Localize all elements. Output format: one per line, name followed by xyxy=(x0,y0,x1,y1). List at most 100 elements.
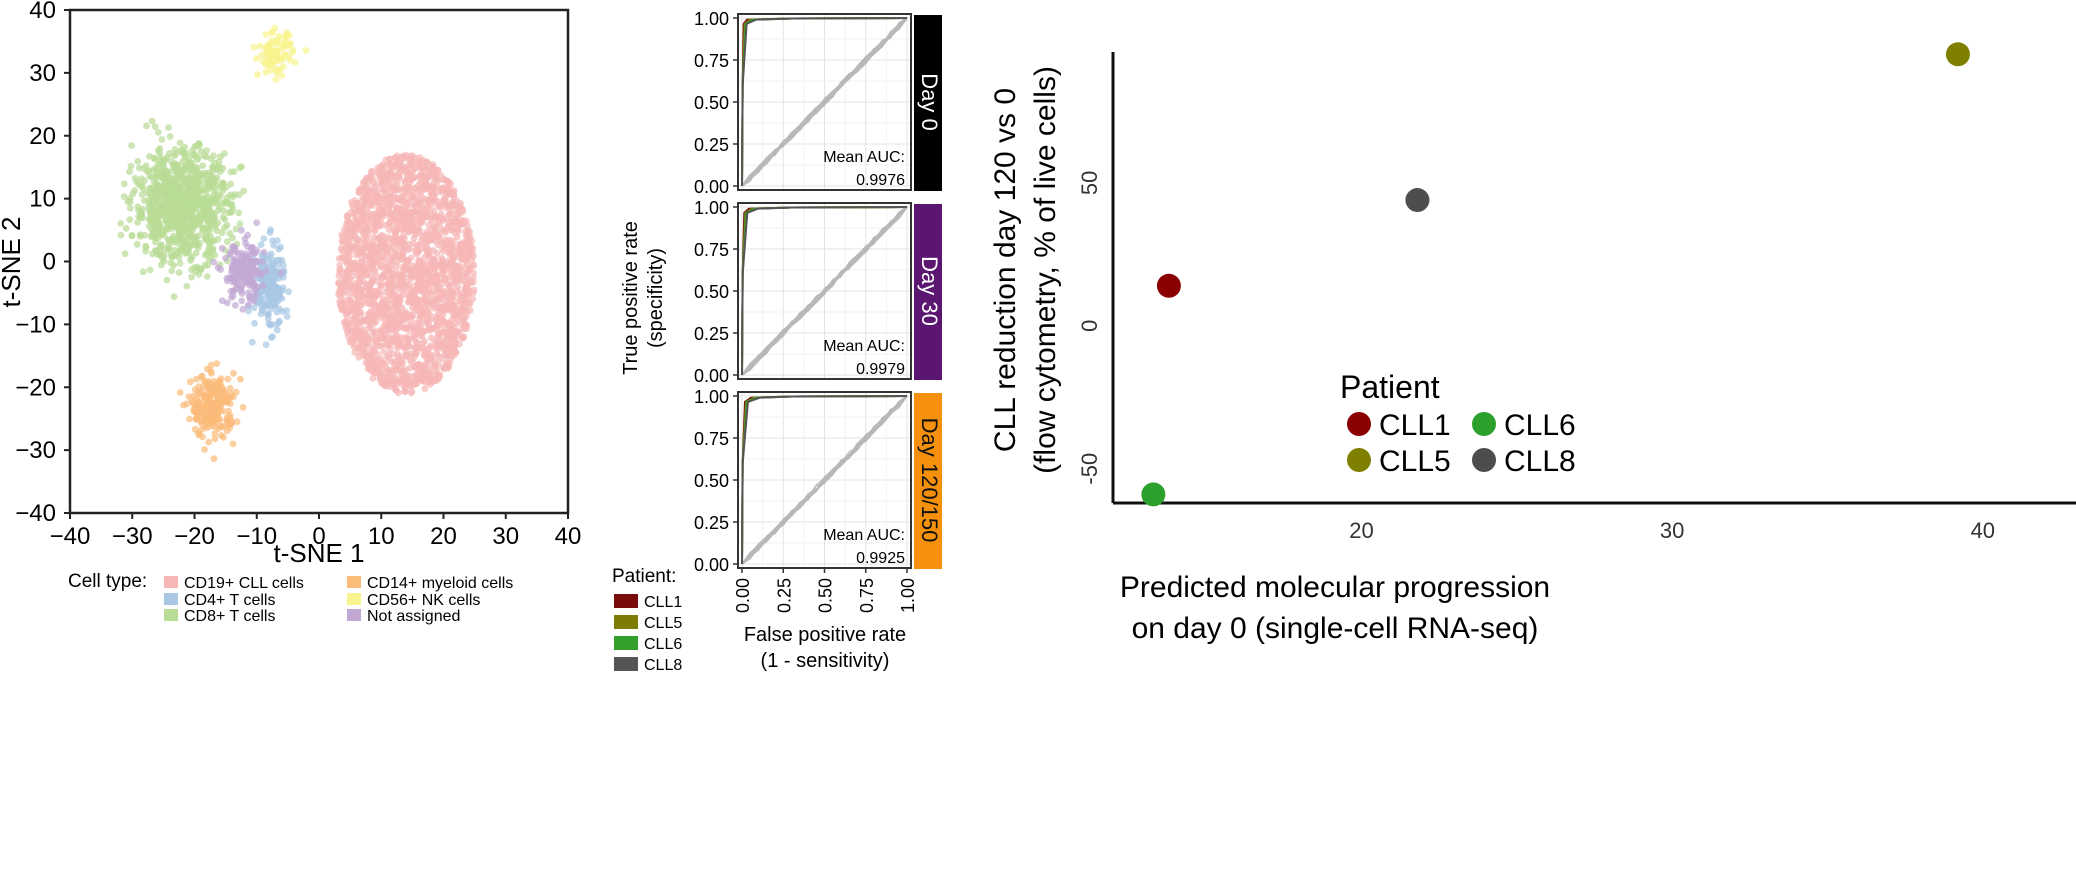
tsne-point xyxy=(266,66,274,74)
tsne-point xyxy=(371,226,378,234)
roc-auc-value: 0.9925 xyxy=(856,550,905,567)
tsne-frame xyxy=(68,8,570,515)
tsne-point xyxy=(209,167,217,175)
tsne-point xyxy=(464,250,472,258)
tsne-point xyxy=(215,381,223,389)
roc-x-tick-label: 0.50 xyxy=(816,578,836,613)
tsne-point xyxy=(386,209,394,217)
tsne-point xyxy=(395,294,403,302)
tsne-point xyxy=(152,207,159,215)
tsne-point xyxy=(221,216,229,223)
tsne-point xyxy=(374,273,381,281)
tsne-point xyxy=(154,129,162,136)
roc-auc-label: Mean AUC: xyxy=(823,149,905,166)
tsne-legend-label: CD14+ myeloid cells xyxy=(367,575,513,592)
tsne-point xyxy=(379,186,387,193)
tsne-point xyxy=(166,205,173,213)
tsne-point xyxy=(266,40,274,48)
tsne-point xyxy=(152,238,159,246)
tsne-point xyxy=(229,440,237,448)
roc-strip-label: Day 120/150 xyxy=(917,418,942,543)
tsne-point xyxy=(372,197,380,205)
tsne-point xyxy=(176,139,184,147)
progression-point-cll5 xyxy=(1945,42,1970,67)
tsne-point xyxy=(253,219,261,227)
tsne-point xyxy=(406,240,413,248)
tsne-point xyxy=(453,315,461,323)
tsne-legend-swatch xyxy=(347,576,361,588)
tsne-points xyxy=(117,24,478,463)
tsne-point xyxy=(233,418,241,426)
tsne-point xyxy=(344,332,352,340)
progression-point-cll1 xyxy=(1156,273,1181,298)
tsne-point xyxy=(409,152,416,160)
progression-legend-label: CLL5 xyxy=(1379,445,1451,478)
tsne-point xyxy=(381,221,389,229)
tsne-point xyxy=(250,304,258,312)
tsne-point xyxy=(408,299,416,306)
tsne-point xyxy=(368,167,376,175)
roc-random-curve xyxy=(741,17,908,187)
progression-y-tick-label: -50 xyxy=(1077,453,1102,485)
tsne-point xyxy=(416,257,424,264)
tsne-point xyxy=(411,307,419,314)
roc-y-tick-label: 1.00 xyxy=(694,198,729,218)
tsne-point xyxy=(179,201,187,209)
tsne-point xyxy=(391,249,399,257)
tsne-point xyxy=(211,251,219,259)
tsne-point xyxy=(436,303,444,311)
tsne-point xyxy=(188,273,196,281)
tsne-point xyxy=(393,224,401,232)
tsne-point xyxy=(400,186,408,194)
tsne-point xyxy=(126,168,133,176)
tsne-point xyxy=(170,217,178,224)
tsne-point xyxy=(404,256,412,264)
tsne-point xyxy=(186,196,193,204)
tsne-point xyxy=(230,272,238,280)
tsne-point xyxy=(200,383,207,391)
tsne-point xyxy=(353,251,360,259)
tsne-point xyxy=(374,181,382,189)
tsne-point xyxy=(181,217,189,224)
tsne-point xyxy=(286,56,294,64)
tsne-x-tick-label: 30 xyxy=(492,523,519,550)
tsne-point xyxy=(420,275,428,282)
tsne-point xyxy=(176,389,184,396)
tsne-point xyxy=(175,269,183,276)
tsne-cluster-cd8-t-cells xyxy=(117,117,248,301)
tsne-point xyxy=(374,167,382,175)
tsne-point xyxy=(438,186,446,194)
tsne-point xyxy=(149,193,157,201)
tsne-point xyxy=(340,250,348,258)
tsne-point xyxy=(229,234,236,242)
roc-random-curve xyxy=(741,206,908,376)
tsne-point xyxy=(386,174,394,182)
tsne-point xyxy=(133,240,141,248)
tsne-point xyxy=(347,244,354,251)
tsne-legend-label: CD8+ T cells xyxy=(184,608,275,625)
roc-y-tick-label: 0.75 xyxy=(694,51,729,71)
roc-y-tick-label: 0.75 xyxy=(694,429,729,449)
tsne-legend-swatch xyxy=(164,576,178,588)
tsne-point xyxy=(240,261,247,269)
tsne-point xyxy=(245,292,253,300)
progression-legend-label: CLL6 xyxy=(1504,409,1576,442)
tsne-point xyxy=(275,305,283,313)
tsne-point xyxy=(395,165,403,173)
tsne-point xyxy=(171,146,179,153)
tsne-legend-title: Cell type: xyxy=(68,571,147,592)
tsne-point xyxy=(177,245,185,253)
tsne-point xyxy=(374,356,382,364)
tsne-point xyxy=(218,229,226,237)
tsne-point xyxy=(356,272,363,280)
tsne-point xyxy=(187,232,195,240)
tsne-x-tick-label: 40 xyxy=(555,523,582,550)
tsne-point xyxy=(384,234,392,241)
tsne-point xyxy=(192,233,200,241)
tsne-point xyxy=(398,255,405,263)
tsne-point xyxy=(211,430,219,437)
tsne-legend-label: CD19+ CLL cells xyxy=(184,575,304,592)
tsne-point xyxy=(121,250,129,258)
tsne-point xyxy=(445,261,453,269)
tsne-point xyxy=(451,343,459,351)
